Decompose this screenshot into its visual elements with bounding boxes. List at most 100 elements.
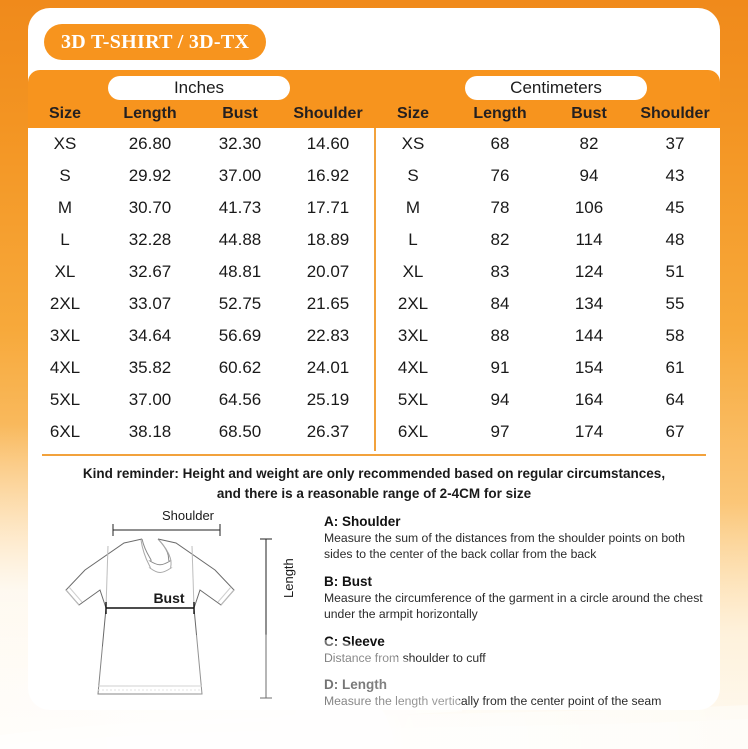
cell-inches-length: 29.92 [128,166,172,185]
row-group-cm: 3XL 88 144 58 [374,326,720,346]
table-row: 3XL 34.64 56.69 22.83 3XL 88 144 58 [28,320,720,352]
cell-cm-size: XL [402,262,424,281]
cell-cm-size: 2XL [397,294,429,313]
cell-cm-length: 88 [490,326,510,345]
cell-inches-shoulder: 24.01 [306,358,350,377]
cell-cm-bust: 144 [574,326,604,345]
cell-inches-size: XL [54,262,76,281]
header-length-cm: Length [473,105,527,122]
diagram-length-label: Length [281,558,296,598]
cell-cm-shoulder: 51 [665,262,685,281]
diagram-bust-label: Bust [153,590,185,606]
cell-cm-size: 5XL [397,390,429,409]
cell-cm-length: 91 [490,358,510,377]
cell-cm-shoulder: 55 [665,294,685,313]
instruction-block: B: Bust Measure the circumference of the … [324,574,706,623]
cell-cm-bust: 164 [574,390,604,409]
header-shoulder-inches: Shoulder [293,105,363,122]
header-group-inches: Size Length Bust Shoulder [28,100,374,128]
cell-cm-bust: 106 [574,198,604,217]
cell-cm-length: 68 [490,134,510,153]
size-chart-card: 3D T-SHIRT / 3D-TX Inches Centimeters Si… [28,8,720,710]
row-group-cm: XL 83 124 51 [374,262,720,282]
tshirt-measurement-diagram: Shoulder Bust Length [38,508,338,708]
measurement-instructions: A: Shoulder Measure the sum of the distan… [324,514,706,710]
cell-inches-shoulder: 25.19 [306,390,350,409]
row-group-inches: 4XL 35.82 60.62 24.01 [28,358,374,378]
cell-inches-bust: 60.62 [218,358,262,377]
cell-cm-length: 83 [490,262,510,281]
cell-inches-size: L [60,230,70,249]
cell-inches-shoulder: 18.89 [306,230,350,249]
cell-inches-size: 6XL [49,422,81,441]
row-group-inches: 2XL 33.07 52.75 21.65 [28,294,374,314]
reminder-line-1: Kind reminder: Height and weight are onl… [82,466,666,481]
cell-cm-size: 4XL [397,358,429,377]
unit-badge-inches: Inches [108,76,290,100]
cell-cm-length: 76 [490,166,510,185]
instruction-title: B: Bust [324,573,372,589]
header-group-centimeters: Size Length Bust Shoulder [374,100,720,128]
cell-cm-size: S [407,166,419,185]
cell-inches-size: 5XL [49,390,81,409]
cell-cm-size: M [405,198,421,217]
cell-inches-bust: 37.00 [218,166,262,185]
row-group-inches: 6XL 38.18 68.50 26.37 [28,422,374,442]
cell-inches-length: 32.28 [128,230,172,249]
table-row: 5XL 37.00 64.56 25.19 5XL 94 164 64 [28,384,720,416]
cell-cm-shoulder: 43 [665,166,685,185]
header-bust-inches: Bust [222,105,258,122]
cell-cm-shoulder: 61 [665,358,685,377]
header-shoulder-cm: Shoulder [640,105,710,122]
cell-cm-bust: 174 [574,422,604,441]
cell-inches-bust: 52.75 [218,294,262,313]
row-group-inches: M 30.70 41.73 17.71 [28,198,374,218]
cell-cm-shoulder: 37 [665,134,685,153]
cell-inches-bust: 32.30 [218,134,262,153]
instruction-body: Measure the circumference of the garment… [324,590,703,622]
cell-inches-shoulder: 20.07 [306,262,350,281]
product-title-badge: 3D T-SHIRT / 3D-TX [44,24,267,60]
row-group-inches: 3XL 34.64 56.69 22.83 [28,326,374,346]
instruction-block: A: Shoulder Measure the sum of the distan… [324,514,706,563]
cell-cm-length: 84 [490,294,510,313]
cell-inches-size: 4XL [49,358,81,377]
page-title: 3D T-SHIRT / 3D-TX [61,30,250,53]
cell-inches-length: 32.67 [128,262,172,281]
tshirt-outline-icon [65,524,272,699]
cell-inches-length: 38.18 [128,422,172,441]
row-group-inches: 5XL 37.00 64.56 25.19 [28,390,374,410]
instruction-title: A: Shoulder [324,514,401,529]
cell-inches-shoulder: 16.92 [306,166,350,185]
table-row: L 32.28 44.88 18.89 L 82 114 48 [28,224,720,256]
cell-cm-shoulder: 48 [665,230,685,249]
row-group-cm: S 76 94 43 [374,166,720,186]
table-column-headers: Size Length Bust Shoulder Size Length Bu… [28,100,720,128]
cell-cm-bust: 154 [574,358,604,377]
cell-cm-bust: 94 [579,166,599,185]
cell-inches-length: 34.64 [128,326,172,345]
cell-inches-shoulder: 22.83 [306,326,350,345]
cell-cm-length: 78 [490,198,510,217]
row-group-cm: 5XL 94 164 64 [374,390,720,410]
table-header-band: Inches Centimeters Size Length Bust Shou… [28,70,720,128]
cell-inches-shoulder: 26.37 [306,422,350,441]
instruction-block: C: Sleeve Distance from shoulder to cuff [324,634,706,666]
cell-cm-bust: 124 [574,262,604,281]
table-row: 6XL 38.18 68.50 26.37 6XL 97 174 67 [28,416,720,448]
cell-cm-size: 6XL [397,422,429,441]
kind-reminder-note: Kind reminder: Height and weight are onl… [42,464,706,503]
cell-inches-bust: 56.69 [218,326,262,345]
instruction-title: D: Length [324,677,387,693]
instruction-body: Measure the length vertically from the c… [324,694,662,709]
cell-cm-shoulder: 58 [665,326,685,345]
table-row: XL 32.67 48.81 20.07 XL 83 124 51 [28,256,720,288]
cell-inches-length: 33.07 [128,294,172,313]
cell-inches-shoulder: 17.71 [306,198,350,217]
header-length-inches: Length [123,105,177,122]
table-row: M 30.70 41.73 17.71 M 78 106 45 [28,192,720,224]
size-table-body: XS 26.80 32.30 14.60 XS 68 82 37 S 29.92 37.00 16.9… [28,128,720,451]
cell-cm-length: 94 [490,390,510,409]
row-group-inches: S 29.92 37.00 16.92 [28,166,374,186]
cell-inches-length: 26.80 [128,134,172,153]
